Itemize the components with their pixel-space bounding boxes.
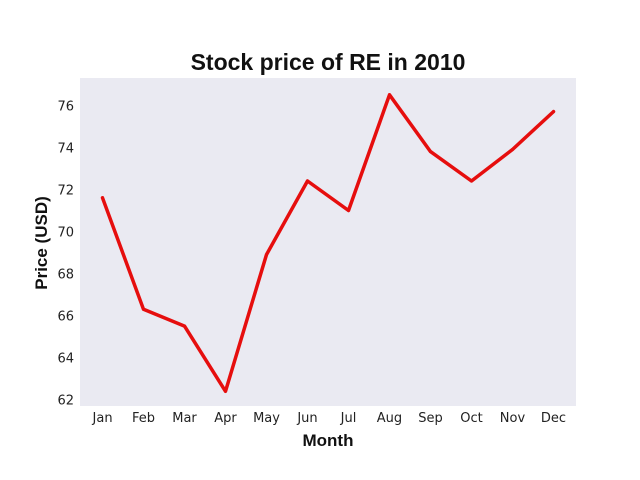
series-line bbox=[100, 93, 556, 394]
x-tick-label: Aug bbox=[377, 411, 402, 426]
x-axis-label: Month bbox=[303, 431, 354, 450]
data-point bbox=[511, 148, 514, 151]
data-point bbox=[265, 253, 268, 257]
y-tick-label: 74 bbox=[57, 141, 74, 156]
x-tick-label: Mar bbox=[172, 411, 197, 426]
x-tick-label: Jan bbox=[92, 411, 113, 426]
x-tick-label: Jul bbox=[340, 411, 357, 426]
x-tick-label: Nov bbox=[500, 411, 526, 426]
y-axis-ticks: 62 64 66 68 70 72 74 76 bbox=[57, 99, 74, 408]
x-axis-ticks: Jan Feb Mar Apr May Jun Jul Aug Sep Oct Nov Dec bbox=[92, 411, 567, 426]
chart-title: Stock price of RE in 2010 bbox=[191, 49, 466, 75]
x-tick-label: May bbox=[253, 411, 280, 426]
x-tick-label: Apr bbox=[214, 411, 237, 426]
data-point bbox=[306, 179, 309, 183]
data-point bbox=[388, 93, 391, 97]
y-tick-label: 68 bbox=[57, 268, 74, 283]
y-tick-label: 70 bbox=[57, 225, 74, 240]
data-point bbox=[183, 324, 186, 328]
y-tick-label: 66 bbox=[57, 310, 74, 325]
series-layer bbox=[100, 93, 556, 394]
y-tick-label: 76 bbox=[57, 99, 74, 114]
plot-area bbox=[80, 78, 576, 406]
data-point bbox=[347, 209, 350, 212]
x-tick-label: Jun bbox=[296, 411, 317, 426]
data-point bbox=[552, 110, 555, 114]
y-tick-label: 72 bbox=[57, 183, 74, 198]
x-tick-label: Sep bbox=[418, 411, 443, 426]
y-tick-label: 62 bbox=[57, 394, 74, 409]
data-point bbox=[101, 196, 104, 200]
x-tick-label: Feb bbox=[132, 411, 155, 426]
y-tick-label: 64 bbox=[57, 352, 74, 367]
x-tick-label: Dec bbox=[541, 411, 566, 426]
data-point bbox=[470, 179, 473, 183]
data-point bbox=[429, 150, 432, 154]
x-tick-label: Oct bbox=[460, 411, 482, 426]
y-axis-label: Price (USD) bbox=[32, 196, 51, 290]
data-point bbox=[224, 389, 227, 393]
data-point bbox=[142, 307, 145, 311]
